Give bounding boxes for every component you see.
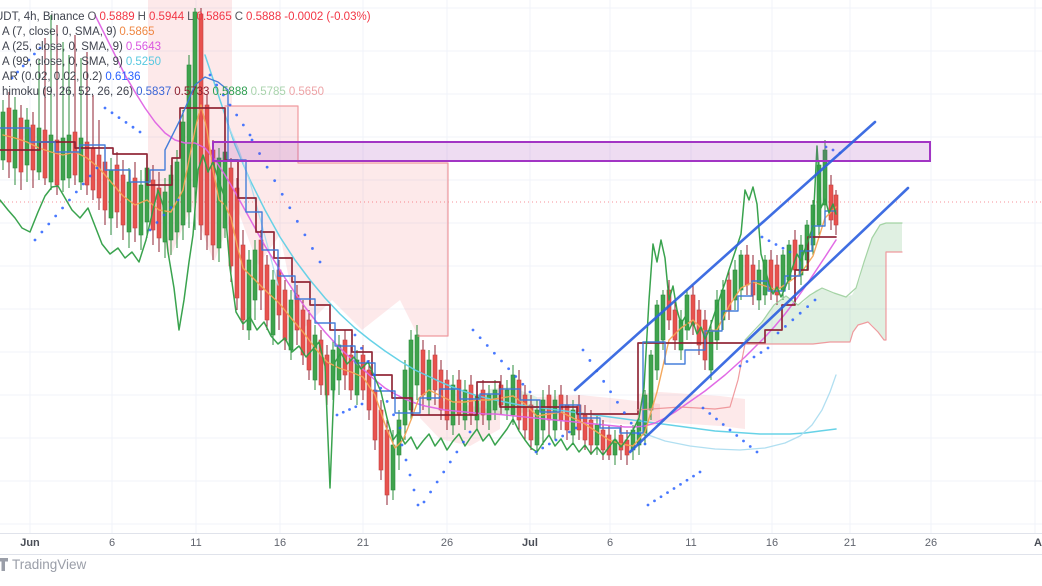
x-axis-label: 11	[685, 537, 697, 549]
x-axis-label: 11	[190, 537, 202, 549]
tradingview-watermark: TradingView	[0, 557, 86, 572]
ma25-magenta	[94, 14, 837, 428]
ichimoku-cloud-mid-pink2	[537, 395, 660, 426]
ma99-cyan	[204, 54, 837, 435]
lagging-lightblue-b	[639, 374, 837, 451]
x-axis-label: 26	[440, 537, 454, 549]
senkou-edge-green-right	[744, 222, 903, 341]
x-axis-label: 16	[765, 537, 779, 549]
x-axis-label: 6	[108, 537, 116, 549]
tenkan-blue	[0, 76, 837, 434]
x-axis-label: A	[1034, 537, 1042, 549]
ichimoku-cloud-jun	[148, 0, 448, 336]
overlay-green	[0, 145, 837, 489]
senkou-edge-red-jun	[224, 105, 449, 337]
watermark-text: TradingView	[12, 557, 87, 572]
x-axis-label: 6	[606, 537, 614, 549]
time-axis[interactable]: Jun 6 11 16 21 26 Jul 6 11 16 21 26 A	[0, 533, 1042, 555]
trendline-upper[interactable]	[573, 120, 877, 392]
x-axis-label: 21	[843, 537, 857, 549]
x-axis-label: 16	[273, 537, 287, 549]
grid-lines	[0, 0, 1042, 533]
senkou-edge-red-right	[636, 251, 903, 411]
parabolic-sar-dots	[10, 46, 842, 507]
x-axis-label: 21	[356, 537, 370, 549]
kijun-maroon	[0, 107, 837, 416]
x-axis-label: Jun	[20, 537, 40, 549]
user-drawings	[212, 120, 931, 454]
x-axis-label: 26	[924, 537, 938, 549]
price-chart-canvas[interactable]	[0, 0, 1042, 533]
resistance-zone-rectangle[interactable]	[212, 141, 931, 162]
indicator-lines	[0, 14, 903, 489]
trendline-lower[interactable]	[628, 186, 910, 454]
tradingview-logo-icon	[0, 558, 8, 571]
x-axis-label: Jul	[522, 537, 538, 549]
